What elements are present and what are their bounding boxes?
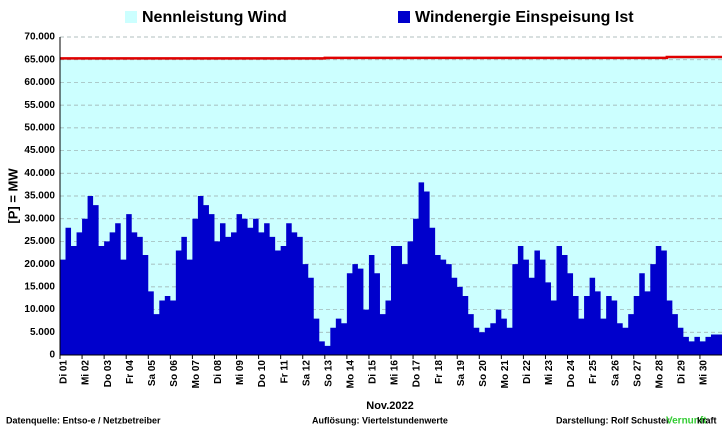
x-tick-label: Fr 04	[125, 360, 136, 384]
x-tick-label: Do 17	[412, 360, 423, 388]
y-tick-label: 70.000	[24, 32, 55, 43]
x-tick-label: Do 03	[103, 360, 114, 388]
footer-brand: kraft	[697, 415, 717, 425]
y-tick-label: 20.000	[24, 259, 55, 270]
x-tick-label: Mo 28	[654, 360, 665, 389]
x-tick-label: Sa 12	[301, 360, 312, 387]
x-tick-label: Di 15	[368, 360, 379, 384]
y-tick-label: 55.000	[24, 100, 55, 111]
x-tick-label: Do 10	[257, 360, 268, 388]
x-tick-label: Di 22	[522, 360, 533, 384]
x-tick-label: Do 24	[566, 360, 577, 388]
y-tick-label: 30.000	[24, 213, 55, 224]
x-tick-label: Di 01	[59, 360, 70, 384]
x-tick-label: Sa 19	[456, 360, 467, 387]
y-tick-label: 5.000	[30, 327, 55, 338]
legend-swatch	[125, 11, 137, 23]
y-tick-label: 35.000	[24, 191, 55, 202]
x-tick-label: Di 08	[213, 360, 224, 384]
y-axis-label: [P] = MW	[5, 168, 20, 224]
legend-label: Nennleistung Wind	[142, 9, 287, 26]
footer-brand: Vernunft	[666, 416, 707, 427]
y-tick-label: 10.000	[24, 304, 55, 315]
x-tick-label: Fr 25	[588, 360, 599, 384]
capacity-line	[60, 55, 722, 60]
y-tick-label: 40.000	[24, 168, 55, 179]
wind-area	[60, 182, 722, 355]
x-tick-label: So 13	[323, 360, 334, 387]
x-tick-label: So 06	[169, 360, 180, 387]
y-tick-label: 45.000	[24, 145, 55, 156]
x-tick-label: Mo 14	[346, 360, 357, 389]
x-tick-label: Sa 26	[610, 360, 621, 387]
x-tick-label: Fr 18	[434, 360, 445, 384]
x-tick-label: Di 29	[677, 360, 688, 384]
x-tick-label: Mi 16	[390, 360, 401, 385]
x-tick-label: Mo 21	[500, 360, 511, 389]
y-tick-label: 25.000	[24, 236, 55, 247]
x-tick-label: So 20	[478, 360, 489, 387]
x-axis-label: Nov.2022	[366, 400, 414, 412]
x-tick-label: Mi 02	[81, 360, 92, 385]
x-tick-label: Mi 09	[235, 360, 246, 385]
y-tick-label: 15.000	[24, 281, 55, 292]
y-tick-label: 65.000	[24, 54, 55, 65]
y-tick-label: 50.000	[24, 122, 55, 133]
y-tick-label: 0	[49, 350, 55, 361]
x-tick-label: Fr 11	[279, 360, 290, 384]
x-tick-label: Mi 30	[699, 360, 710, 385]
legend-label: Windenergie Einspeisung Ist	[415, 9, 634, 26]
footer-source: Datenquelle: Entso-e / Netzbetreiber	[6, 415, 161, 425]
x-tick-label: Mo 07	[191, 360, 202, 389]
x-tick-label: Sa 05	[147, 360, 158, 387]
footer-author: Darstellung: Rolf Schuster	[556, 415, 670, 425]
x-tick-label: Mi 23	[544, 360, 555, 385]
y-tick-label: 60.000	[24, 77, 55, 88]
legend-swatch	[398, 11, 410, 23]
footer-resolution: Auflösung: Viertelstundenwerte	[312, 415, 448, 425]
x-tick-label: So 27	[632, 360, 643, 387]
